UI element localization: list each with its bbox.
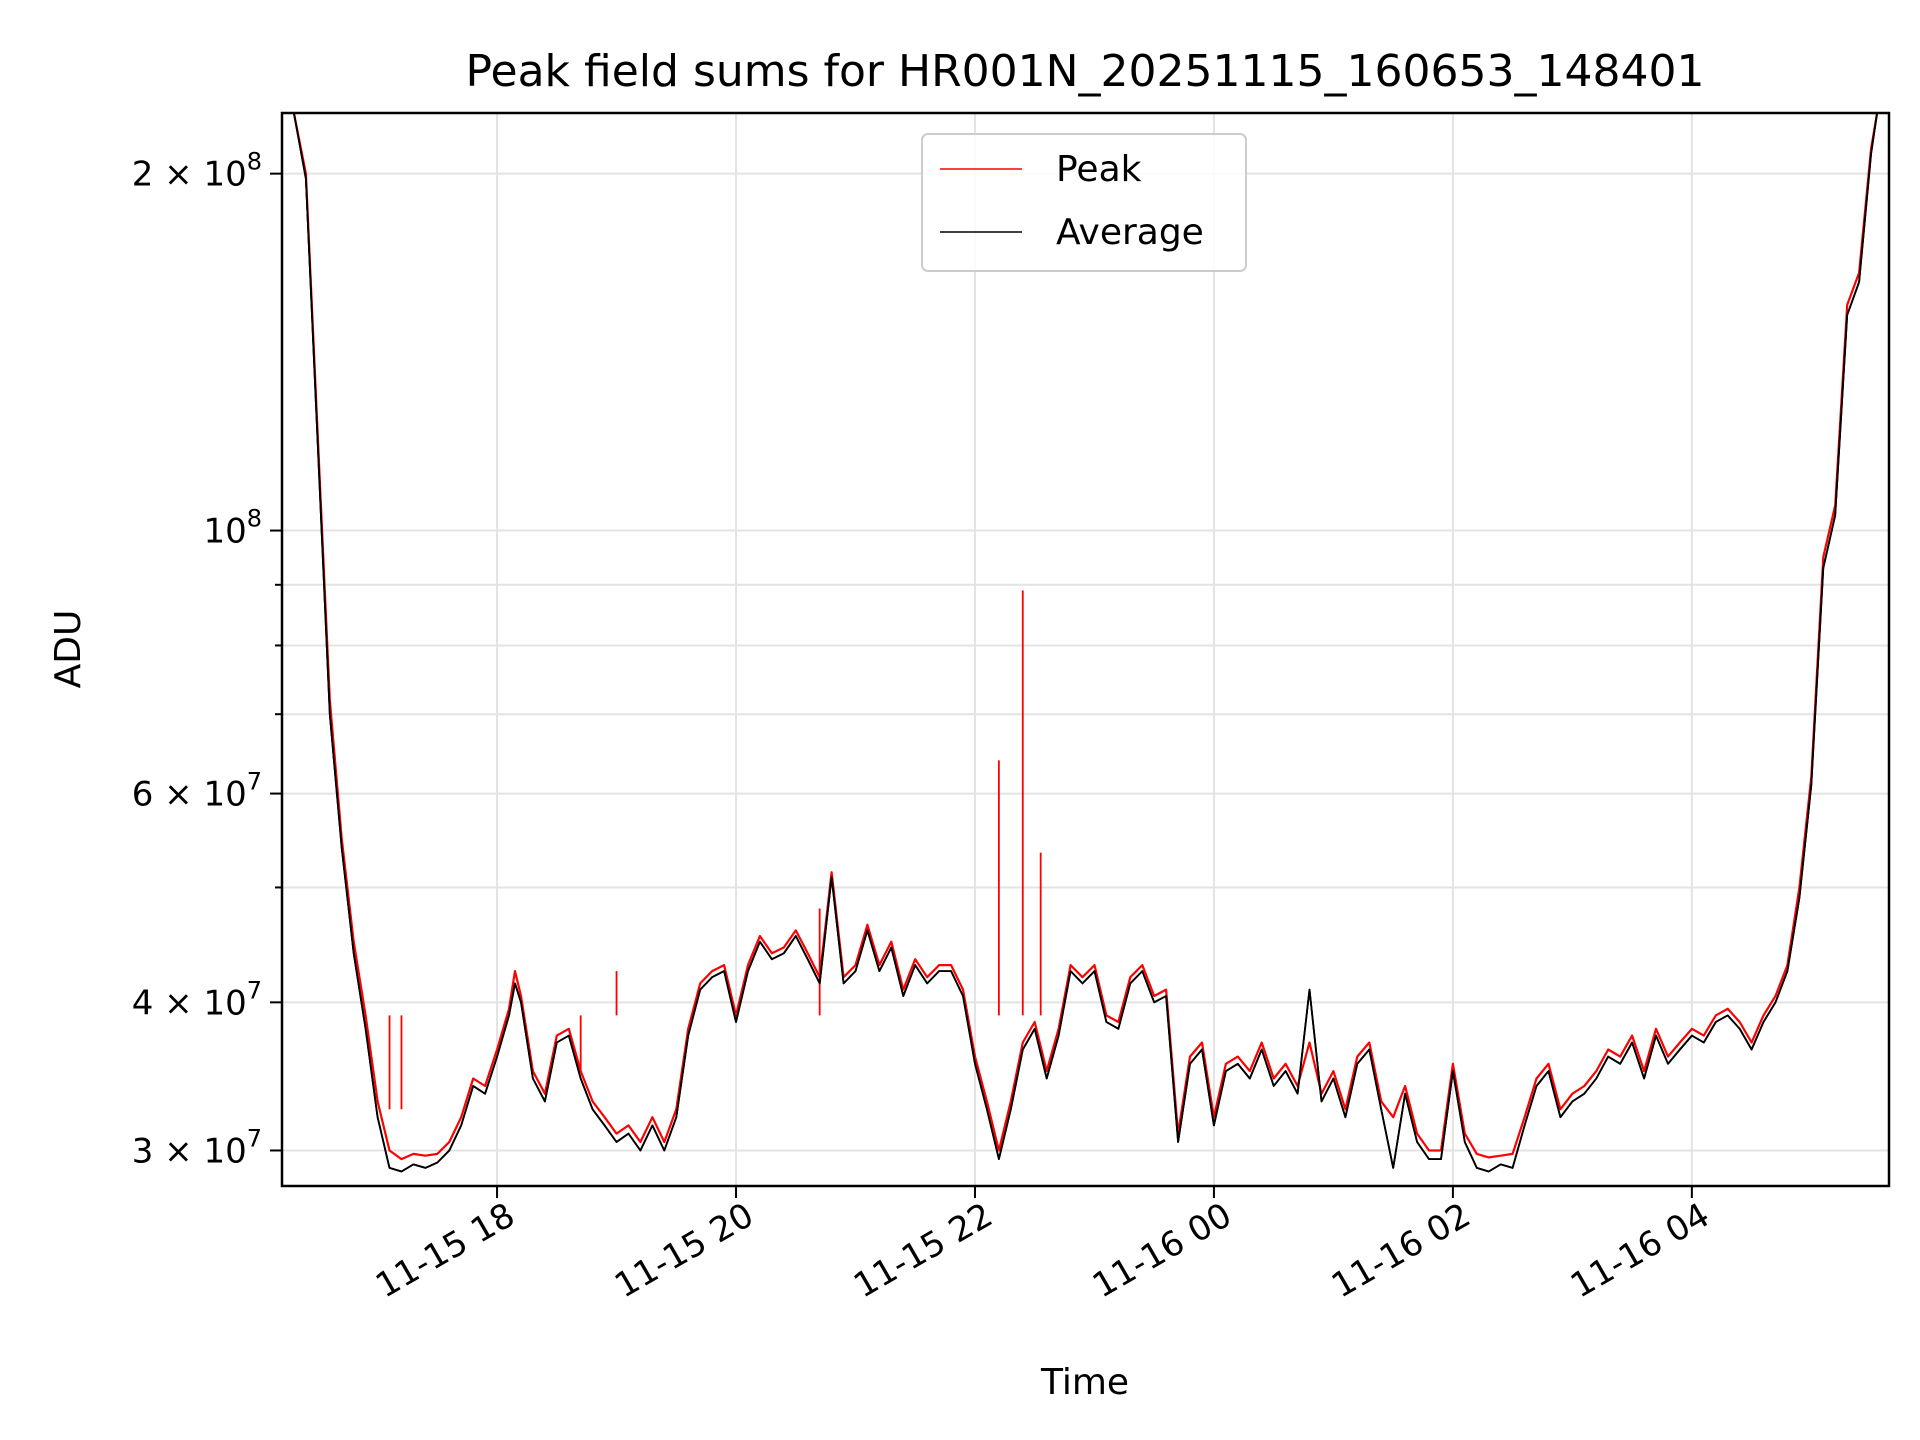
y-tick-label: 6 × 107 xyxy=(132,768,262,815)
x-axis-label: Time xyxy=(1040,1362,1129,1403)
legend: Peak Average xyxy=(921,133,1247,272)
chart-title: Peak field sums for HR001N_20251115_1606… xyxy=(466,46,1705,97)
series-layer xyxy=(292,113,1879,1173)
y-tick-label: 3 × 107 xyxy=(132,1124,262,1171)
y-tick-label: 4 × 107 xyxy=(132,976,262,1023)
series-line-average-overlay xyxy=(293,113,1878,1173)
legend-label-peak: Peak xyxy=(1056,149,1142,190)
y-axis: 3 × 107 4 × 107 6 × 107 108 2 × 108 xyxy=(132,148,282,1171)
legend-label-average: Average xyxy=(1056,212,1204,253)
y-axis-label: ADU xyxy=(48,610,89,689)
y-tick-label: 108 xyxy=(203,505,262,552)
series-line-peak xyxy=(292,113,1879,1161)
y-tick-label: 2 × 108 xyxy=(132,148,262,195)
plot-frame xyxy=(280,111,1891,1188)
